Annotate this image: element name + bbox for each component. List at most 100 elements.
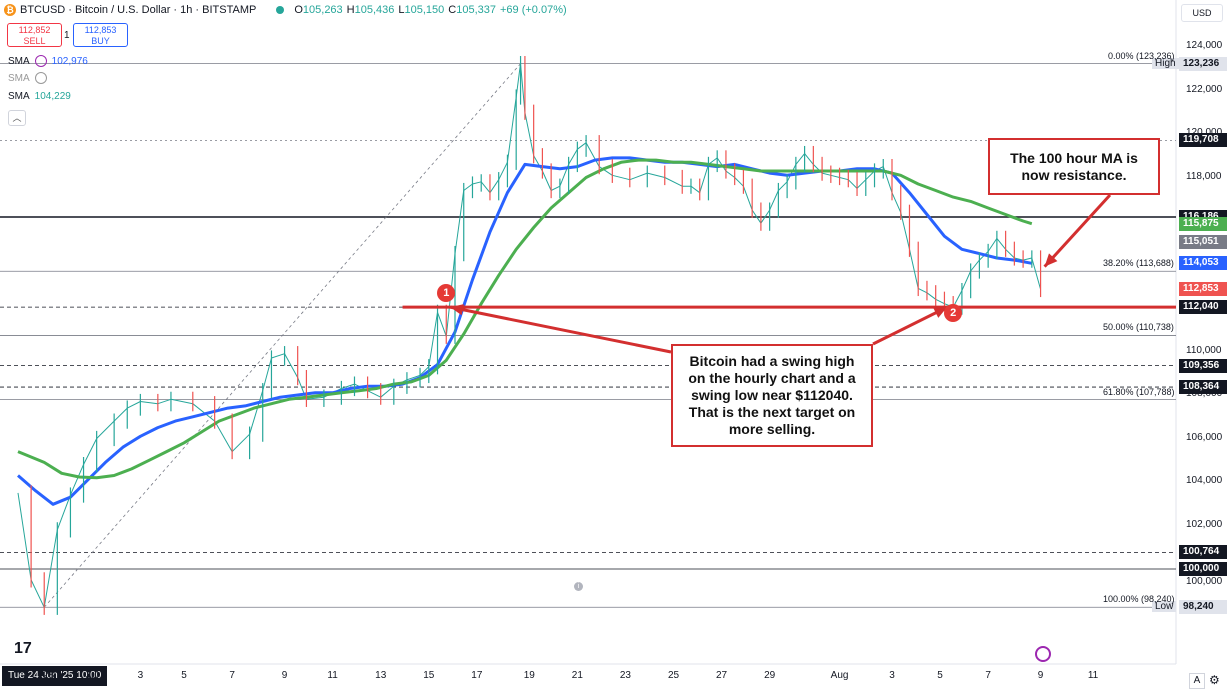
buy-price: 112,853 bbox=[84, 25, 117, 35]
callout-swing: Bitcoin had a swing high on the hourly c… bbox=[671, 344, 873, 447]
arrow-swing-high bbox=[449, 305, 672, 354]
gear-icon[interactable]: ⚙ bbox=[1209, 673, 1220, 687]
callout-line: swing low near $112040. bbox=[691, 387, 853, 403]
callout-resistance: The 100 hour MA is now resistance. bbox=[988, 138, 1160, 195]
fib-level-label: 61.80% (107,788) bbox=[1103, 386, 1175, 397]
fib-level-label: 0.00% (123,236) bbox=[1108, 50, 1175, 61]
y-tick-label: 100,000 bbox=[1186, 576, 1223, 587]
settings-icon[interactable] bbox=[34, 55, 47, 67]
ohlc-values: O105,263 H105,436 L105,150 C105,337 +69 (+0.… bbox=[294, 4, 570, 16]
x-tick-label: 28 bbox=[43, 670, 55, 681]
indicator-value: 104,229 bbox=[34, 91, 71, 102]
series-price bbox=[17, 63, 1042, 608]
x-tick-label: 7 bbox=[985, 670, 991, 681]
price-tag: 119,708 bbox=[1179, 133, 1227, 148]
x-tick-label: 7 bbox=[229, 670, 235, 681]
x-tick-label: 5 bbox=[181, 670, 187, 681]
ohlc-value: 105,436 bbox=[354, 4, 395, 16]
sell-button[interactable]: 112,852 SELL bbox=[7, 23, 62, 47]
indicator-name: SMA bbox=[8, 91, 30, 102]
indicator-name: SMA bbox=[8, 55, 30, 67]
fib-trend-line bbox=[43, 63, 521, 608]
callout-line: now resistance. bbox=[1021, 167, 1127, 183]
x-tick-label: 17 bbox=[471, 670, 483, 681]
arrow-swing-low-head bbox=[933, 307, 948, 318]
x-tick-label: 9 bbox=[1037, 670, 1044, 681]
price-tag: 108,364 bbox=[1179, 380, 1227, 395]
tradingview-logo-icon[interactable]: 17 bbox=[14, 640, 32, 657]
x-tick-label: 19 bbox=[523, 670, 535, 681]
y-tick-label: 124,000 bbox=[1186, 40, 1223, 51]
arrow-swing-high-head bbox=[450, 304, 464, 316]
indicator-sma-1[interactable]: SMA 102,976 bbox=[8, 55, 88, 67]
price-tag: 98,240 bbox=[1179, 600, 1227, 615]
x-tick-label: 15 bbox=[423, 670, 435, 681]
eye-hidden-icon[interactable] bbox=[34, 72, 47, 84]
arrow-resistance bbox=[1043, 193, 1112, 268]
fib-level-label: 38.20% (113,688) bbox=[1103, 258, 1174, 269]
ohlc-label: L bbox=[398, 4, 405, 16]
x-tick-label: 3 bbox=[889, 670, 895, 681]
price-tag: 115,875 bbox=[1179, 216, 1227, 231]
x-tick-label: 21 bbox=[571, 670, 583, 681]
x-tick-label: 5 bbox=[937, 670, 943, 681]
indicator-sma-3[interactable]: SMA 104,229 bbox=[8, 91, 71, 102]
y-tick-label: 118,000 bbox=[1186, 170, 1222, 182]
x-tick-label: 3 bbox=[137, 670, 144, 681]
indicator-value: 102,976 bbox=[51, 55, 88, 67]
price-tag-caption: High bbox=[1152, 57, 1179, 69]
y-tick-label: 122,000 bbox=[1186, 83, 1223, 95]
order-quantity[interactable]: 1 bbox=[64, 30, 70, 41]
y-tick-label: 110,000 bbox=[1186, 344, 1222, 356]
x-tick-label: 29 bbox=[764, 670, 776, 681]
price-tag: 115,051 bbox=[1179, 234, 1227, 249]
sell-label: SELL bbox=[23, 36, 46, 46]
y-tick-label: 102,000 bbox=[1186, 518, 1223, 530]
swing-marker-1: 1 bbox=[437, 283, 456, 302]
x-tick-label: 23 bbox=[619, 670, 631, 681]
market-open-icon bbox=[276, 6, 285, 14]
auto-scale-button[interactable]: A bbox=[1189, 673, 1205, 689]
series-sma_slow bbox=[17, 158, 1033, 480]
callout-line: on the hourly chart and a bbox=[688, 370, 856, 386]
price-tag: 112,040 bbox=[1179, 300, 1227, 315]
bitcoin-logo-icon: ₿ bbox=[4, 4, 16, 16]
x-tick-label: Aug bbox=[830, 670, 849, 681]
y-tick-label: 104,000 bbox=[1186, 475, 1223, 486]
promo-icon[interactable] bbox=[1035, 646, 1051, 662]
price-tag: 100,764 bbox=[1179, 545, 1227, 560]
buy-label: BUY bbox=[91, 36, 110, 46]
price-tag: 112,853 bbox=[1179, 282, 1227, 297]
sell-price: 112,852 bbox=[18, 25, 51, 35]
ohlc-value: 105,337 bbox=[456, 4, 496, 16]
info-icon[interactable]: i bbox=[574, 582, 583, 591]
swing-marker-2: 2 bbox=[944, 304, 963, 323]
buy-button[interactable]: 112,853 BUY bbox=[73, 23, 128, 47]
price-tag-caption: Low bbox=[1152, 601, 1177, 613]
indicator-sma-2[interactable]: SMA bbox=[8, 72, 47, 84]
x-tick-label: Jul bbox=[85, 670, 99, 681]
x-tick-start-label: Tue 24 Jun '25 10:00 bbox=[2, 666, 108, 686]
fib-level-label: 50.00% (110,738) bbox=[1103, 322, 1174, 333]
ohlc-label: C bbox=[448, 4, 457, 16]
callout-line: The 100 hour MA is bbox=[1010, 150, 1138, 166]
price-tag: 100,000 bbox=[1179, 562, 1227, 576]
arrow-resistance-head bbox=[1044, 253, 1058, 267]
y-tick-label: 120,000 bbox=[1186, 127, 1222, 138]
ohlc-value: 105,150 bbox=[404, 4, 445, 16]
callout-line: more selling. bbox=[728, 421, 816, 437]
x-tick-label: 11 bbox=[1087, 670, 1099, 681]
ohlc-value: 105,263 bbox=[302, 4, 343, 16]
ohlc-label: H bbox=[346, 4, 355, 16]
symbol-title[interactable]: BTCUSD · Bitcoin / U.S. Dollar · 1h · BI… bbox=[20, 4, 257, 16]
symbol-bar[interactable]: ₿ BTCUSD · Bitcoin / U.S. Dollar · 1h · … bbox=[4, 4, 571, 16]
indicator-name: SMA bbox=[8, 72, 30, 84]
x-tick-label: 25 bbox=[667, 670, 680, 681]
price-tag: 114,053 bbox=[1179, 256, 1227, 271]
chevron-up-icon[interactable]: ︿ bbox=[8, 110, 26, 126]
x-tick-label: 9 bbox=[281, 670, 288, 681]
callout-line: That is the next target on bbox=[688, 404, 856, 420]
currency-selector[interactable]: USD bbox=[1181, 4, 1223, 22]
fib-level-label: 100.00% (98,240) bbox=[1103, 594, 1175, 605]
